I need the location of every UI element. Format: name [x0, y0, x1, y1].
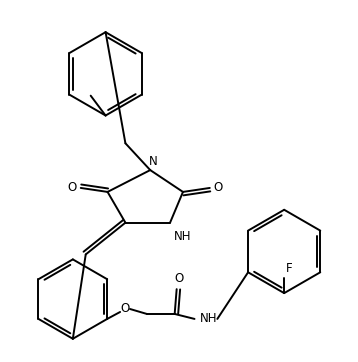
- Text: O: O: [174, 272, 183, 285]
- Text: N: N: [149, 155, 158, 168]
- Text: NH: NH: [199, 312, 217, 325]
- Text: F: F: [286, 262, 293, 275]
- Text: O: O: [120, 303, 130, 316]
- Text: NH: NH: [174, 230, 192, 243]
- Text: O: O: [214, 181, 223, 194]
- Text: O: O: [68, 181, 77, 194]
